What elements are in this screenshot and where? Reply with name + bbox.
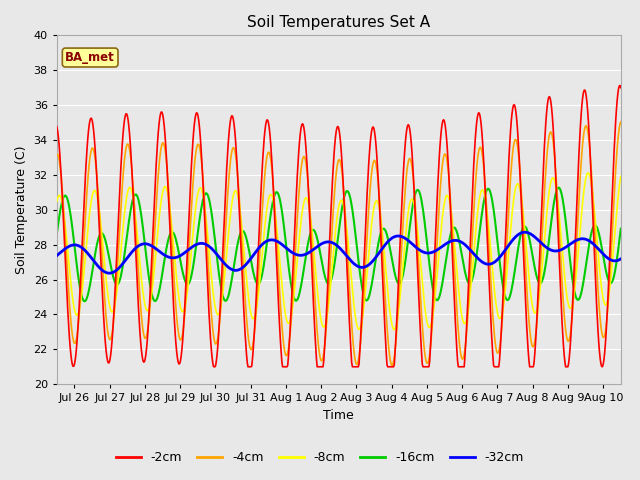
Title: Soil Temperatures Set A: Soil Temperatures Set A <box>247 15 430 30</box>
Legend: -2cm, -4cm, -8cm, -16cm, -32cm: -2cm, -4cm, -8cm, -16cm, -32cm <box>111 446 529 469</box>
X-axis label: Time: Time <box>323 409 354 422</box>
Y-axis label: Soil Temperature (C): Soil Temperature (C) <box>15 145 28 274</box>
Text: BA_met: BA_met <box>65 51 115 64</box>
